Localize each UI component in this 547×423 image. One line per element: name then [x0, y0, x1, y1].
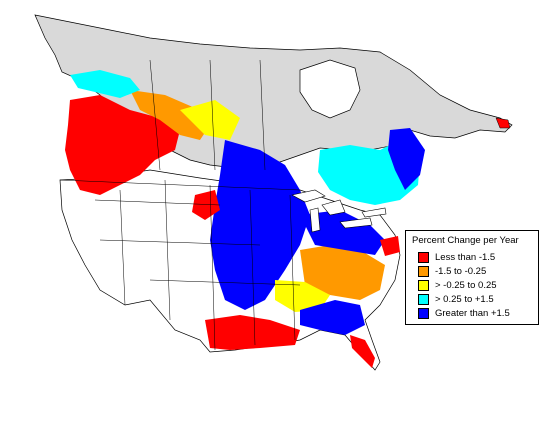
legend-swatch [418, 265, 429, 277]
legend-label: > -0.25 to 0.25 [435, 279, 497, 291]
florida-red [350, 335, 375, 368]
newfoundland-red [495, 117, 511, 129]
legend-swatch [418, 293, 429, 305]
legend-swatch [418, 251, 429, 263]
legend-title: Percent Change per Year [412, 235, 519, 246]
legend-item: -1.5 to -0.25 [418, 265, 486, 277]
legend-label: Less than -1.5 [435, 251, 496, 263]
legend-swatch [418, 279, 429, 291]
northeast-blue [388, 128, 425, 190]
southeast-blue [300, 300, 365, 335]
gulf-red [205, 315, 300, 350]
midwest-blue [300, 210, 385, 255]
legend-item: > 0.25 to +1.5 [418, 293, 494, 305]
central-blue-band [210, 140, 310, 310]
rocky-yellow-patch [180, 100, 240, 140]
eastern-yellow [275, 280, 330, 312]
atlantic-red [380, 236, 400, 256]
great-lakes [291, 189, 387, 233]
eastern-orange [300, 245, 385, 300]
west-red-patch [65, 95, 180, 195]
legend-label: > 0.25 to +1.5 [435, 293, 494, 305]
legend-label: -1.5 to -0.25 [435, 265, 487, 277]
hudson-bay [299, 59, 361, 119]
political-boundaries [59, 59, 301, 351]
legend-item: > -0.25 to 0.25 [418, 279, 497, 291]
west-cyan-patch [70, 70, 140, 98]
plains-red [192, 190, 220, 220]
legend-item: Less than -1.5 [418, 251, 495, 263]
legend-item: Greater than +1.5 [418, 307, 510, 319]
map-legend: Percent Change per Year Less than -1.5 -… [405, 230, 539, 325]
west-orange-patch [130, 90, 210, 140]
legend-swatch [418, 307, 429, 319]
legend-label: Greater than +1.5 [435, 307, 510, 319]
